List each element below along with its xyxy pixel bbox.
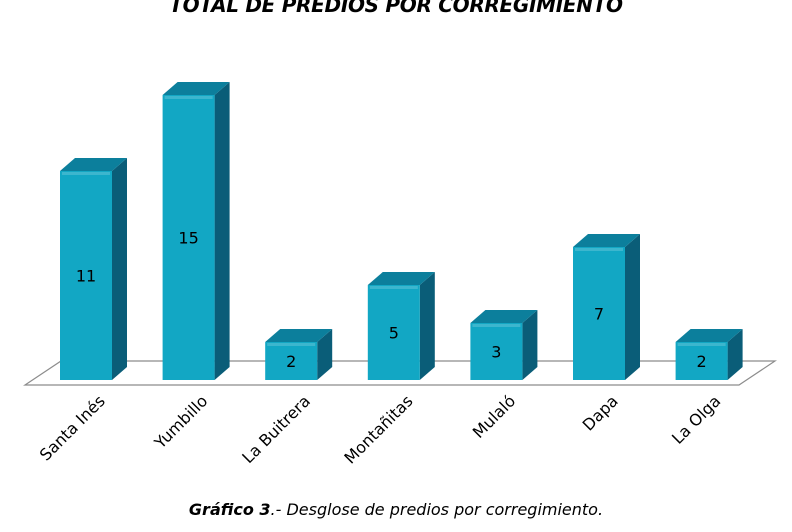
bar-highlight — [575, 248, 623, 251]
caption-text: .- Desglose de predios por corregimiento… — [270, 500, 604, 519]
data-label: 3 — [491, 343, 501, 362]
category-label: Montañitas — [340, 391, 416, 467]
bar-5: 7 — [573, 234, 640, 380]
bar-side — [727, 329, 743, 380]
bar-1: 15 — [162, 82, 230, 380]
data-label: 2 — [286, 352, 296, 371]
bar-side — [317, 329, 333, 380]
bar-side — [625, 234, 640, 380]
bar-0: 11 — [60, 158, 127, 380]
bar-highlight — [472, 324, 521, 327]
bar-top — [265, 329, 333, 342]
bar-front — [573, 247, 625, 380]
data-label: 15 — [178, 229, 198, 248]
bar-highlight — [62, 172, 110, 175]
category-label: Dapa — [579, 391, 622, 434]
category-label: Yumbillo — [150, 391, 211, 452]
bar-top — [367, 272, 435, 285]
bar-highlight — [369, 286, 418, 289]
data-label: 5 — [389, 324, 399, 343]
bar-top — [675, 329, 743, 342]
bar-3: 5 — [367, 272, 435, 380]
bars-layer: 11 15 2 5 3 7 2 — [60, 82, 743, 380]
bar-side — [112, 158, 127, 380]
category-label: Mulaló — [469, 391, 520, 442]
bar-highlight — [164, 96, 213, 99]
bar-4: 3 — [470, 310, 538, 380]
bar-highlight — [267, 343, 316, 346]
data-label: 2 — [697, 352, 707, 371]
bar-front — [675, 342, 728, 380]
chart-title: TOTAL DE PREDIOS POR CORREGIMIENTO — [169, 0, 623, 17]
bar-front — [162, 95, 215, 380]
bar-side — [419, 272, 435, 380]
bar-highlight — [677, 343, 726, 346]
bar-top — [573, 234, 640, 247]
category-label: Santa Inés — [36, 391, 109, 464]
bar-front — [265, 342, 318, 380]
bar-front — [60, 171, 112, 380]
bar-2: 2 — [265, 329, 333, 380]
category-labels-layer: Santa Inés Yumbillo La Buitrera Montañitas M… — [36, 391, 725, 467]
data-label: 11 — [76, 267, 96, 286]
bar-top — [162, 82, 230, 95]
bar-6: 2 — [675, 329, 743, 380]
category-label: La Buitrera — [238, 391, 314, 467]
bar-top — [470, 310, 538, 323]
bar-side — [522, 310, 538, 380]
category-label: La Olga — [668, 391, 724, 447]
data-label: 7 — [594, 305, 604, 324]
bar-side — [214, 82, 230, 380]
figure-caption: Gráfico 3.- Desglose de predios por corr… — [0, 500, 792, 519]
caption-label: Gráfico 3 — [188, 500, 271, 519]
bar-top — [60, 158, 127, 171]
bar-front — [367, 285, 420, 380]
bar-front — [470, 323, 523, 380]
